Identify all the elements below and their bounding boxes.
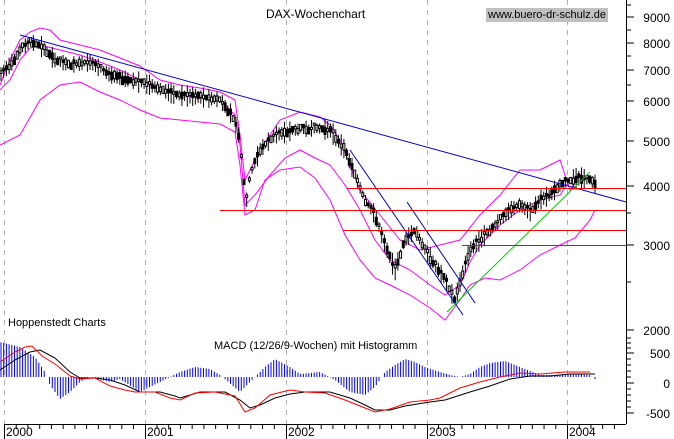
year-gridlines bbox=[4, 0, 568, 424]
y-tick-3000: 3000 bbox=[643, 239, 670, 253]
x-tick-2004: 2004 bbox=[569, 425, 596, 439]
macd-label: MACD (12/26/9-Wochen) mit Histogramm bbox=[214, 340, 418, 352]
x-tick-2001: 2001 bbox=[147, 425, 174, 439]
y-tick-macd-0: 0 bbox=[663, 377, 670, 391]
y-tick-7000: 7000 bbox=[643, 64, 670, 78]
chart-title: DAX-Wochenchart bbox=[266, 7, 366, 21]
support-resistance-lines bbox=[220, 188, 626, 246]
y-tick-5000: 5000 bbox=[643, 135, 670, 149]
y-axis bbox=[626, 0, 634, 424]
y-tick-macd-neg500: -500 bbox=[645, 407, 670, 421]
y-tick-2000: 2000 bbox=[643, 324, 670, 338]
url-badge: www.buero-dr-schulz.de bbox=[486, 8, 608, 22]
bollinger-bands bbox=[0, 27, 597, 321]
signal-line bbox=[0, 345, 590, 413]
y-tick-4000: 4000 bbox=[643, 180, 670, 194]
long-downtrend-line bbox=[19, 34, 627, 203]
x-axis bbox=[4, 424, 626, 439]
y-tick-6000: 6000 bbox=[643, 95, 670, 109]
source-label: Hoppenstedt Charts bbox=[8, 317, 106, 329]
macd-line bbox=[0, 349, 595, 411]
uptrend-line bbox=[446, 171, 591, 313]
x-tick-2000: 2000 bbox=[6, 425, 33, 439]
channel-line-upper bbox=[406, 201, 476, 304]
y-tick-9000: 9000 bbox=[643, 11, 670, 25]
x-tick-2003: 2003 bbox=[429, 425, 456, 439]
x-tick-2002: 2002 bbox=[288, 425, 315, 439]
y-tick-8000: 8000 bbox=[643, 37, 670, 51]
channel-line-lower bbox=[349, 149, 464, 316]
macd-histogram bbox=[0, 342, 596, 399]
price-candles bbox=[0, 35, 597, 304]
y-tick-macd-500: 500 bbox=[649, 347, 670, 361]
